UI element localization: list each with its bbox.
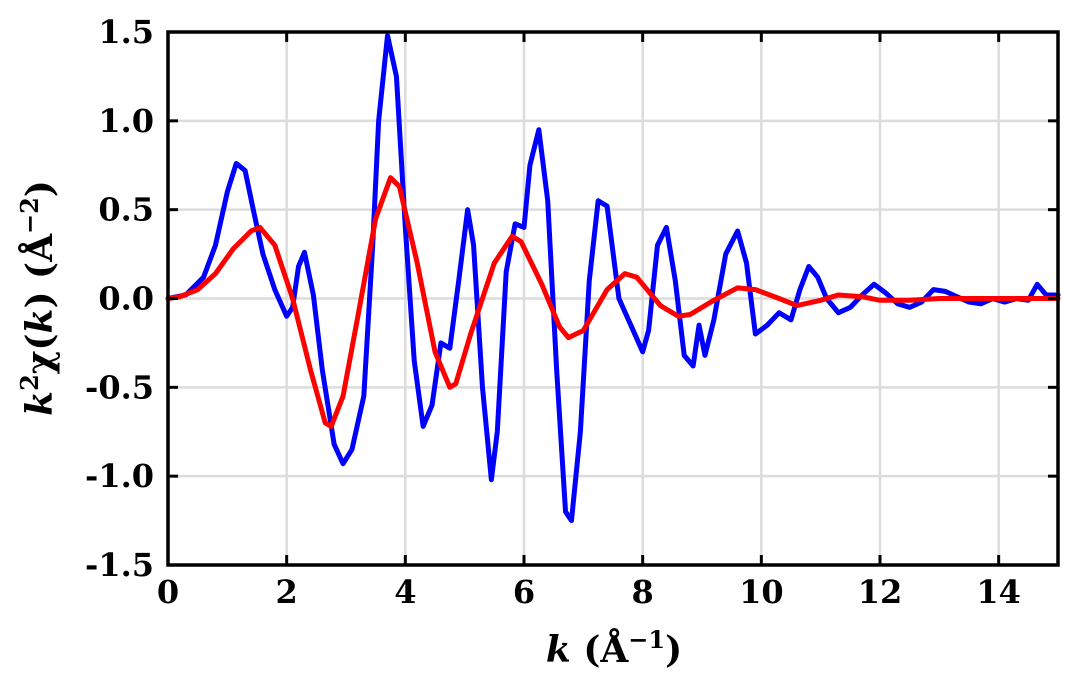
x-tick-label: 6: [513, 573, 535, 611]
x-tick-label: 10: [739, 573, 784, 611]
y-tick-label: 1.0: [98, 102, 154, 140]
y-tick-label: 0.5: [98, 191, 154, 229]
y-axis-label-var: k: [19, 391, 61, 416]
y-axis-label: k2χ(k) (Å−2): [15, 180, 61, 416]
x-axis-label-close: ): [665, 629, 682, 671]
series-line-2: [165, 175, 1061, 429]
y-tick-label: -1.5: [85, 546, 154, 584]
series-layer: [165, 33, 1061, 524]
x-tick-label: 12: [858, 573, 903, 611]
y-tick-label: 0.0: [98, 280, 154, 318]
y-axis-label-func: χ(: [19, 333, 61, 374]
y-axis-label-close: ): [19, 180, 61, 197]
y-axis-label-exponent2: −2: [15, 197, 44, 234]
y-tick-label: 1.5: [98, 13, 154, 51]
y-tick-label: -1.0: [85, 457, 154, 495]
x-axis-label-var: k: [546, 629, 571, 671]
x-axis-label: k (Å−1): [546, 625, 682, 671]
series-line-1: [165, 33, 1061, 524]
x-axis-label-unit: (Å: [571, 629, 630, 671]
y-tick-labels: -1.5 -1.0 -0.5 0.0 0.5 1.0 1.5: [85, 13, 154, 584]
x-tick-label: 8: [632, 573, 654, 611]
x-tick-label: 0: [157, 573, 179, 611]
x-tick-labels: 0 2 4 6 8 10 12 14: [157, 573, 1021, 611]
x-axis-label-exponent: −1: [628, 625, 665, 654]
y-axis-label-var2: k: [19, 309, 61, 334]
x-tick-label: 2: [276, 573, 298, 611]
y-tick-label: -0.5: [85, 368, 154, 406]
axis-ticks: [166, 30, 1058, 567]
x-tick-label: 4: [394, 573, 416, 611]
y-axis-label-exponent: 2: [15, 374, 44, 391]
y-axis-label-unit: ) (Å: [19, 233, 61, 309]
x-tick-label: 14: [976, 573, 1021, 611]
